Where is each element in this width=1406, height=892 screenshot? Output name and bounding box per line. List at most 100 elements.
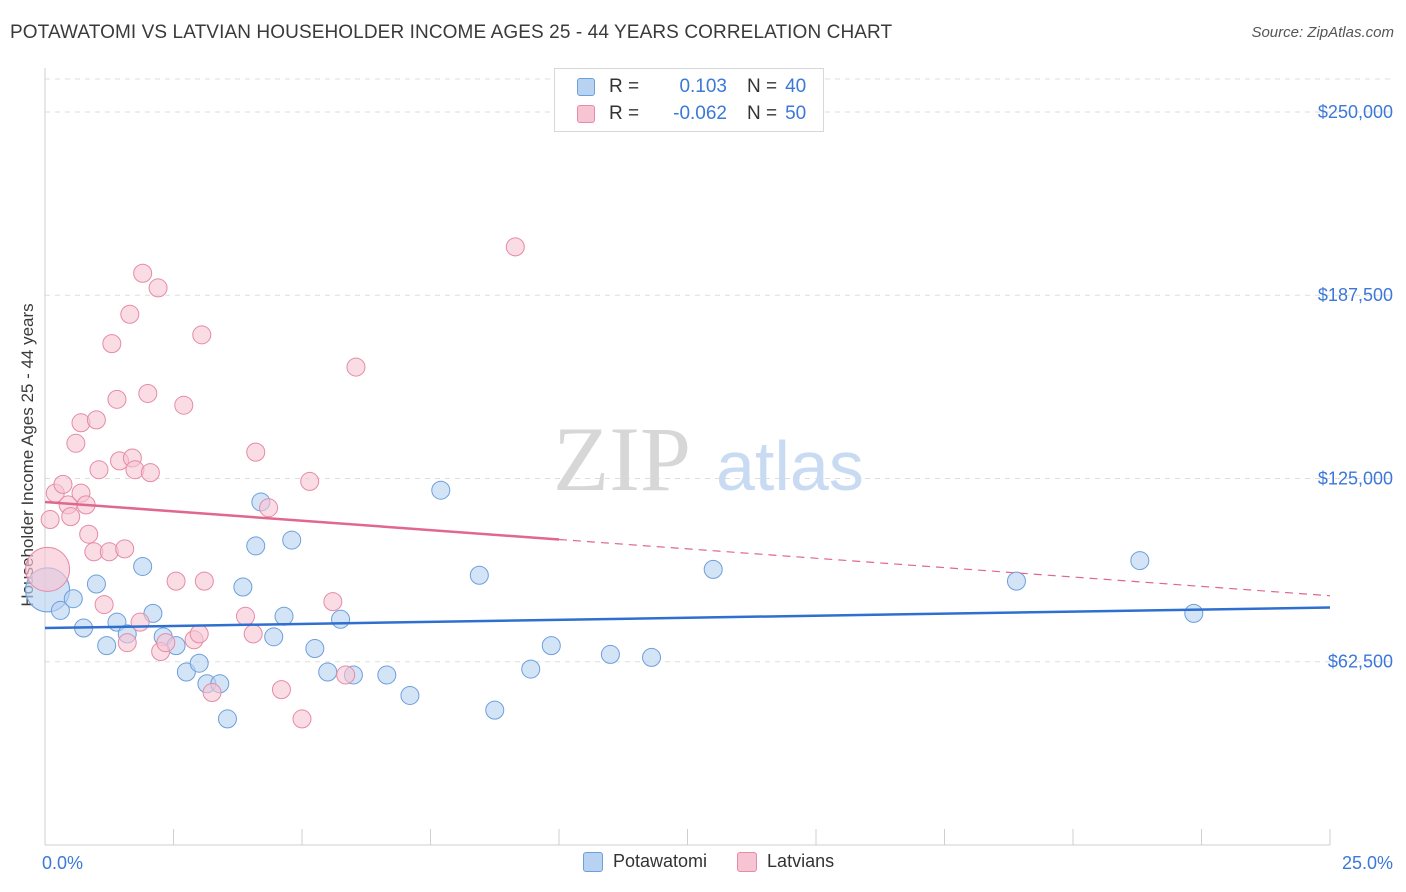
- point-latvians: [53, 474, 73, 494]
- point-latvians: [25, 546, 71, 592]
- point-latvians: [130, 612, 150, 632]
- point-potawatomi: [97, 636, 117, 656]
- point-latvians: [133, 263, 153, 283]
- point-latvians: [138, 383, 158, 403]
- y-tick-label: $250,000: [1318, 102, 1393, 122]
- point-latvians: [102, 334, 122, 354]
- point-potawatomi: [246, 536, 266, 556]
- bottom-legend-item-latvians: Latvians: [737, 851, 834, 872]
- legend-n-value: 50: [785, 103, 807, 124]
- point-potawatomi: [189, 653, 209, 673]
- x-tick-label: 0.0%: [42, 853, 83, 873]
- point-potawatomi: [485, 700, 505, 720]
- point-latvians: [346, 357, 366, 377]
- point-potawatomi: [521, 659, 541, 679]
- y-tick-label: $125,000: [1318, 468, 1393, 488]
- point-potawatomi: [133, 556, 153, 576]
- legend-row-latvians: R = -0.062 N = 50: [577, 100, 806, 128]
- point-latvians: [166, 571, 186, 591]
- x-tick-labels: 0.0% 25.0%: [42, 829, 1393, 873]
- point-latvians: [94, 595, 114, 615]
- point-potawatomi: [377, 665, 397, 685]
- legend-box: R = 0.103 N = 40 R = -0.062 N = 50: [554, 68, 824, 132]
- point-potawatomi: [264, 627, 284, 647]
- point-latvians: [194, 571, 214, 591]
- point-latvians: [89, 460, 109, 480]
- source-note: Source: ZipAtlas.com: [1251, 24, 1394, 41]
- bottom-legend-swatch-pink: [737, 851, 758, 872]
- point-latvians: [505, 237, 525, 257]
- y-tick-label: $187,500: [1318, 285, 1393, 305]
- point-latvians: [292, 709, 312, 729]
- point-latvians: [99, 542, 119, 562]
- bottom-legend-label: Latvians: [767, 851, 835, 871]
- point-latvians: [192, 325, 212, 345]
- point-latvians: [259, 498, 279, 518]
- point-latvians: [189, 624, 209, 644]
- points-layer: [25, 237, 1204, 729]
- point-latvians: [140, 463, 160, 483]
- point-potawatomi: [1006, 571, 1026, 591]
- trend-line-extension-latvians: [558, 538, 1331, 597]
- point-potawatomi: [642, 647, 662, 667]
- point-latvians: [246, 442, 266, 462]
- trend-line-latvians: [44, 500, 560, 541]
- point-potawatomi: [1130, 551, 1150, 571]
- point-latvians: [117, 633, 137, 653]
- point-latvians: [271, 680, 291, 700]
- point-latvians: [79, 524, 99, 544]
- point-latvians: [115, 539, 135, 559]
- watermark: ZIP atlas: [553, 408, 864, 510]
- legend-swatch-blue: [577, 78, 595, 96]
- bottom-legend: Potawatomi Latvians: [583, 851, 864, 872]
- trend-layer: [44, 500, 1331, 630]
- point-latvians: [202, 683, 222, 703]
- watermark-zip: ZIP: [553, 408, 691, 510]
- point-latvians: [66, 433, 86, 453]
- y-tick-labels: $62,500 $125,000 $187,500 $250,000: [1318, 102, 1393, 672]
- trend-line-potawatomi: [44, 606, 1331, 630]
- watermark-atlas: atlas: [716, 427, 864, 505]
- point-latvians: [323, 592, 343, 612]
- point-potawatomi: [469, 565, 489, 585]
- point-latvians: [40, 510, 60, 530]
- x-tick-label: 25.0%: [1342, 853, 1393, 873]
- legend-n-label: N =: [747, 103, 778, 124]
- bottom-legend-item-potawatomi: Potawatomi: [583, 851, 707, 872]
- point-latvians: [86, 410, 106, 430]
- point-potawatomi: [400, 685, 420, 705]
- bottom-legend-label: Potawatomi: [613, 851, 708, 871]
- point-latvians: [71, 413, 91, 433]
- point-latvians: [235, 606, 255, 626]
- legend-swatch-pink: [577, 105, 595, 123]
- bottom-legend-swatch-blue: [583, 851, 603, 872]
- y-axis-label: Householder Income Ages 25 - 44 years: [18, 303, 37, 606]
- point-latvians: [300, 471, 320, 491]
- point-potawatomi: [233, 577, 253, 597]
- legend-r-value: -0.062: [673, 103, 727, 124]
- point-potawatomi: [50, 600, 70, 620]
- point-potawatomi: [541, 636, 561, 656]
- point-latvians: [243, 624, 263, 644]
- point-potawatomi: [217, 709, 237, 729]
- point-latvians: [148, 278, 168, 298]
- point-latvians: [156, 633, 176, 653]
- point-potawatomi: [318, 662, 338, 682]
- legend-n-value: 40: [785, 76, 807, 97]
- point-potawatomi: [305, 639, 325, 659]
- point-potawatomi: [63, 589, 83, 609]
- point-potawatomi: [703, 559, 723, 579]
- legend-n-label: N =: [747, 76, 778, 97]
- point-latvians: [174, 395, 194, 415]
- y-tick-label: $62,500: [1328, 652, 1393, 672]
- legend-r-label: R =: [609, 76, 640, 97]
- point-potawatomi: [282, 530, 302, 550]
- legend-r-value: 0.103: [679, 76, 727, 97]
- point-latvians: [125, 460, 145, 480]
- point-latvians: [120, 304, 140, 324]
- point-potawatomi: [431, 480, 451, 500]
- legend-r-label: R =: [609, 103, 640, 124]
- point-potawatomi: [1184, 603, 1204, 623]
- legend-row-potawatomi: R = 0.103 N = 40: [577, 73, 806, 101]
- point-latvians: [336, 665, 356, 685]
